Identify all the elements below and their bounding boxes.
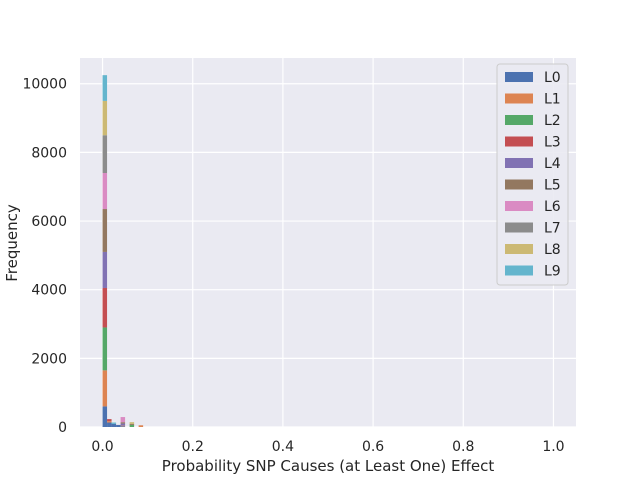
histogram-bars bbox=[102, 75, 144, 427]
bar-L0-bin-2 bbox=[111, 423, 117, 427]
bar-L1-bin-1 bbox=[107, 421, 112, 423]
legend-label-L6: L6 bbox=[544, 199, 561, 215]
y-tick-label-1: 2000 bbox=[31, 351, 67, 367]
bar-L5-bin-0 bbox=[102, 209, 108, 252]
bar-L0-bin-4 bbox=[120, 426, 126, 427]
y-tick-label-2: 4000 bbox=[31, 283, 67, 299]
legend-swatch-L0 bbox=[505, 72, 533, 82]
bar-L3-bin-0 bbox=[102, 287, 108, 328]
bar-L6-bin-0 bbox=[102, 172, 108, 210]
grid-lines bbox=[80, 58, 576, 428]
legend-label-L8: L8 bbox=[544, 242, 561, 258]
y-tick-labels: 0 2000 4000 6000 8000 10000 bbox=[22, 77, 67, 436]
legend-swatch-L3 bbox=[505, 136, 533, 147]
y-axis-label: Frequency bbox=[3, 204, 21, 282]
bar-L0-bin-0 bbox=[102, 406, 108, 427]
bar-L5-bin-4 bbox=[120, 422, 126, 424]
x-tick-label-3: 0.6 bbox=[362, 439, 384, 455]
legend-swatch-L8 bbox=[505, 244, 533, 254]
bar-L6-bin-4 bbox=[120, 417, 126, 423]
bar-L9-bin-0 bbox=[102, 75, 108, 101]
y-tick-label-4: 8000 bbox=[31, 145, 67, 161]
x-tick-label-4: 0.8 bbox=[452, 439, 474, 455]
bar-L5-bin-6 bbox=[129, 423, 135, 425]
bar-L9-bin-2 bbox=[111, 422, 117, 424]
legend-swatch-L5 bbox=[505, 179, 533, 190]
y-tick-label-0: 0 bbox=[58, 420, 67, 436]
legend-label-L7: L7 bbox=[544, 221, 561, 237]
x-tick-label-5: 1.0 bbox=[542, 439, 564, 455]
legend-label-L4: L4 bbox=[544, 156, 561, 172]
legend-label-L2: L2 bbox=[544, 113, 561, 129]
legend-label-L1: L1 bbox=[544, 92, 561, 108]
y-tick-label-5: 10000 bbox=[22, 77, 67, 93]
bar-L0-bin-1 bbox=[107, 422, 112, 427]
bar-L2-bin-0 bbox=[102, 327, 108, 371]
bar-L0-bin-3 bbox=[116, 424, 121, 427]
legend-swatch-L4 bbox=[505, 158, 533, 168]
bar-L4-bin-4 bbox=[120, 423, 126, 426]
legend: L0 L1 L2 L3 L4 L5 L6 L7 L8 L9 bbox=[496, 63, 569, 286]
x-tick-labels: 0.0 0.2 0.4 0.6 0.8 1.0 bbox=[91, 439, 564, 455]
x-tick-label-1: 0.2 bbox=[182, 439, 204, 455]
legend-label-L0: L0 bbox=[544, 70, 561, 86]
bar-L8-bin-6 bbox=[129, 422, 135, 424]
legend-label-L3: L3 bbox=[544, 135, 561, 151]
plot-background bbox=[80, 58, 576, 427]
bar-L1-bin-4 bbox=[120, 425, 126, 427]
bar-L1-bin-0 bbox=[102, 370, 108, 407]
y-tick-label-3: 6000 bbox=[31, 214, 67, 230]
legend-swatch-L9 bbox=[505, 265, 533, 276]
x-tick-label-2: 0.4 bbox=[272, 439, 294, 455]
legend-swatch-L1 bbox=[505, 93, 533, 104]
bar-L1-bin-8 bbox=[138, 425, 144, 427]
legend-label-L9: L9 bbox=[544, 264, 561, 280]
legend-swatch-L6 bbox=[505, 201, 533, 211]
bar-L7-bin-0 bbox=[102, 135, 108, 173]
legend-swatch-L2 bbox=[505, 115, 533, 125]
bar-L8-bin-0 bbox=[102, 100, 108, 136]
legend-swatch-L7 bbox=[505, 222, 533, 233]
bar-L3-bin-1 bbox=[107, 419, 112, 422]
bar-L2-bin-6 bbox=[129, 424, 135, 427]
bar-L4-bin-0 bbox=[102, 251, 108, 288]
x-tick-label-0: 0.0 bbox=[91, 439, 113, 455]
x-axis-label: Probability SNP Causes (at Least One) Ef… bbox=[162, 457, 495, 475]
legend-label-L5: L5 bbox=[544, 178, 561, 194]
